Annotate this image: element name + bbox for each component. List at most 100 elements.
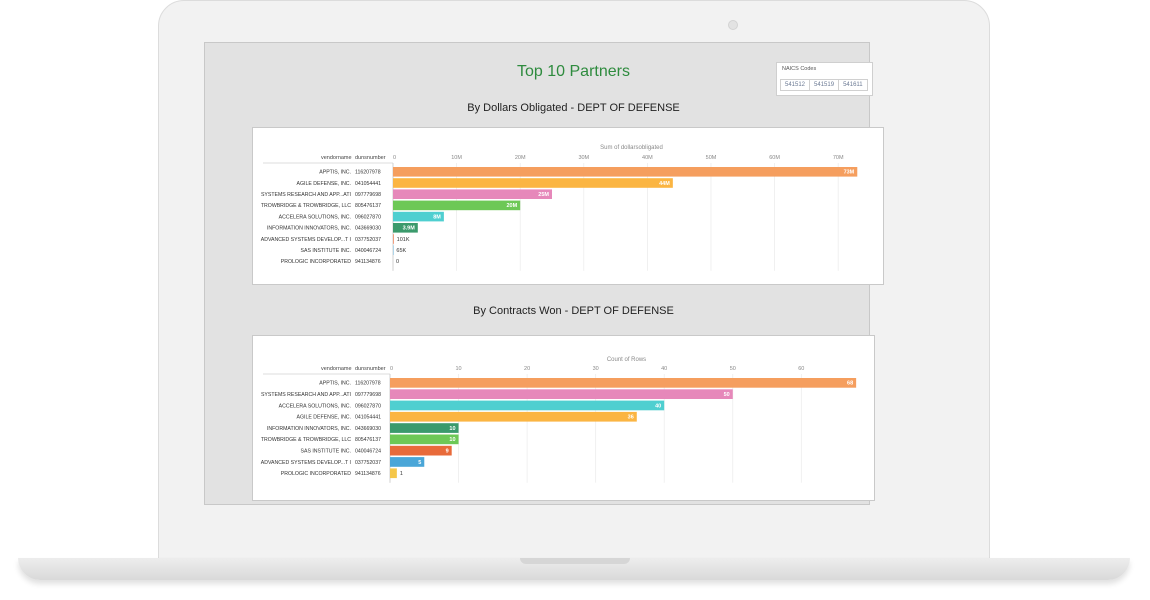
row-vendor-name: SAS INSTITUTE INC.	[301, 248, 351, 254]
bar	[390, 389, 733, 399]
column-header-dunsnumber: dunsnumber	[355, 155, 386, 161]
bar-data-label: 101K	[397, 237, 410, 243]
contracts-chart-panel: Count of Rows vendorname dunsnumber 0 10 20 30…	[252, 335, 875, 501]
row-duns-number: 043669030	[355, 426, 381, 432]
naics-filter: NAICS Codes 541512 541519 541611	[776, 62, 873, 96]
row-duns-number: 037752037	[355, 237, 381, 243]
x-tick-label: 20	[524, 366, 530, 372]
row-duns-number: 116207978	[355, 381, 381, 387]
x-tick-label: 10	[455, 366, 461, 372]
x-tick-label: 30	[593, 366, 599, 372]
row-duns-number: 116207978	[355, 170, 381, 176]
bar-data-label: 25M	[538, 192, 549, 198]
row-duns-number: 805476137	[355, 203, 381, 209]
row-vendor-name: INFORMATION INNOVATORS, INC.	[267, 426, 351, 432]
chart-1-title: By Dollars Obligated - DEPT OF DEFENSE	[467, 102, 680, 114]
chart-2-title: By Contracts Won - DEPT OF DEFENSE	[473, 305, 674, 317]
x-tick-label: 30M	[578, 155, 589, 161]
bar-data-label: 1	[400, 471, 403, 477]
x-tick-label: 40M	[642, 155, 653, 161]
row-vendor-name: INFORMATION INNOVATORS, INC.	[267, 226, 351, 232]
row-vendor-name: APPTIS, INC.	[319, 170, 351, 176]
row-duns-number: 040046724	[355, 448, 381, 454]
row-vendor-name: APPTIS, INC.	[319, 381, 351, 387]
row-vendor-name: TROWBRIDGE & TROWBRIDGE, LLC	[261, 203, 351, 209]
x-tick-label: 50M	[706, 155, 717, 161]
bar	[390, 434, 459, 445]
page-title: Top 10 Partners	[517, 63, 630, 80]
row-duns-number: 097779698	[355, 192, 381, 198]
row-vendor-name: PROLOGIC INCORPORATED	[281, 259, 351, 265]
bar-data-label: 0	[396, 259, 399, 265]
naics-code-541611[interactable]: 541611	[838, 79, 868, 91]
row-vendor-name: AGILE DEFENSE, INC.	[297, 415, 351, 421]
row-duns-number: 097779698	[355, 392, 381, 398]
row-vendor-name: SAS INSTITUTE INC.	[301, 448, 351, 454]
bar	[393, 223, 418, 233]
row-duns-number: 041054441	[355, 181, 381, 187]
x-tick-label: 10M	[451, 155, 462, 161]
column-header-dunsnumber: dunsnumber	[355, 366, 386, 372]
bar-data-label: 65K	[396, 248, 406, 254]
row-duns-number: 941134876	[355, 471, 381, 477]
column-header-vendorname: vendorname	[321, 155, 352, 161]
row-duns-number: 040046724	[355, 248, 381, 254]
bar	[390, 411, 637, 422]
bar-data-label: 5	[418, 460, 421, 466]
row-duns-number: 805476137	[355, 437, 381, 443]
bar-data-label: 73M	[844, 170, 855, 176]
bar	[390, 400, 665, 411]
bar-data-label: 36	[628, 415, 634, 421]
bar-data-label: 10	[449, 426, 455, 432]
x-tick-label: 0	[393, 155, 396, 161]
x-tick-label: 20M	[515, 155, 526, 161]
bar	[393, 167, 858, 177]
row-vendor-name: SYSTEMS RESEARCH AND APP...ATI	[261, 192, 351, 198]
row-vendor-name: ACCELERA SOLUTIONS, INC.	[279, 214, 351, 220]
bar	[393, 200, 521, 211]
bar	[390, 468, 397, 479]
row-vendor-name: TROWBRIDGE & TROWBRIDGE, LLC	[261, 437, 351, 443]
bar-data-label: 68	[847, 381, 853, 387]
bar-data-label: 3.9M	[403, 226, 416, 232]
bar	[390, 457, 425, 467]
bar	[390, 378, 857, 388]
bar	[390, 445, 452, 456]
dollars-bar-chart: Sum of dollarsobligated vendorname dunsnum…	[261, 145, 858, 271]
row-duns-number: 041054441	[355, 415, 381, 421]
bar	[393, 211, 444, 222]
naics-code-list: 541512 541519 541611	[780, 79, 868, 91]
x-tick-label: 60	[798, 366, 804, 372]
naics-code-541519[interactable]: 541519	[809, 79, 840, 91]
row-vendor-name: ACCELERA SOLUTIONS, INC.	[279, 403, 351, 409]
dashboard-screen: Top 10 Partners NAICS Codes 541512 54151…	[204, 42, 884, 505]
webcam-icon	[728, 20, 738, 30]
contracts-bar-chart: Count of Rows vendorname dunsnumber 0 10 20 30…	[261, 357, 857, 483]
x-tick-label: 50	[730, 366, 736, 372]
row-vendor-name: SYSTEMS RESEARCH AND APP...ATI	[261, 392, 351, 398]
row-vendor-name: ADVANCED SYSTEMS DEVELOP...T I	[261, 237, 351, 243]
row-duns-number: 096027870	[355, 214, 381, 220]
bar	[393, 234, 394, 244]
x-tick-label: 40	[661, 366, 667, 372]
column-header-vendorname: vendorname	[321, 366, 352, 372]
bar-data-label: 44M	[659, 181, 670, 187]
dollars-chart-panel: Sum of dollarsobligated vendorname dunsnum…	[252, 127, 884, 285]
bar-data-label: 9	[446, 448, 449, 454]
row-duns-number: 043669030	[355, 226, 381, 232]
bar-data-label: 40	[655, 403, 661, 409]
laptop-base	[18, 558, 1130, 580]
x-tick-label: 70M	[833, 155, 844, 161]
row-duns-number: 941134876	[355, 259, 381, 265]
bar-data-label: 10	[449, 437, 455, 443]
x-axis-label: Count of Rows	[607, 357, 646, 363]
bar	[393, 189, 552, 199]
naics-code-541512[interactable]: 541512	[780, 79, 811, 91]
naics-label: NAICS Codes	[782, 66, 817, 72]
bar-data-label: 8M	[433, 214, 441, 220]
bar	[390, 423, 459, 433]
row-vendor-name: AGILE DEFENSE, INC.	[297, 181, 351, 187]
laptop-notch	[520, 558, 630, 564]
bar-data-label: 20M	[506, 203, 517, 209]
x-tick-label: 60M	[769, 155, 780, 161]
